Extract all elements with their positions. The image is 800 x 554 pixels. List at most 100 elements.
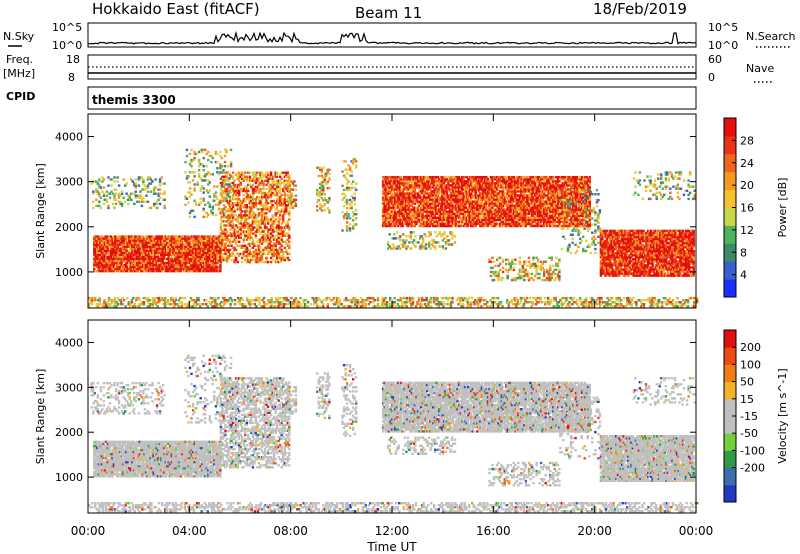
- data-cell: [149, 265, 152, 269]
- data-cell: [239, 244, 242, 247]
- data-cell: [146, 261, 149, 265]
- data-cell: [167, 259, 170, 263]
- data-cell: [245, 179, 248, 182]
- data-cell: [134, 259, 137, 263]
- data-cell: [97, 249, 100, 252]
- data-cell: [167, 253, 170, 256]
- data-cell: [274, 238, 277, 241]
- data-cell: [344, 160, 347, 163]
- data-cell: [259, 238, 262, 241]
- data-cell: [271, 226, 274, 229]
- data-cell: [250, 224, 253, 227]
- data-cell: [210, 261, 213, 265]
- data-cell: [161, 265, 164, 269]
- data-cell: [323, 203, 326, 206]
- data-cell: [254, 191, 258, 195]
- data-cell: [214, 235, 218, 238]
- data-cell: [225, 191, 229, 195]
- data-cell: [207, 261, 210, 265]
- data-cell: [134, 239, 137, 242]
- data-cell: [118, 265, 122, 269]
- data-cell: [230, 226, 233, 229]
- data-cell: [194, 261, 198, 265]
- data-cell: [257, 242, 261, 245]
- data-cell: [114, 235, 117, 238]
- data-cell: [280, 208, 283, 211]
- data-cell: [231, 250, 235, 254]
- data-cell: [234, 189, 238, 193]
- data-cell: [96, 182, 99, 185]
- data-cell: [241, 199, 244, 203]
- data-cell: [121, 269, 125, 273]
- data-cell: [196, 257, 199, 261]
- data-cell: [207, 251, 210, 254]
- data-cell: [285, 242, 288, 245]
- data-cell: [204, 257, 207, 261]
- data-cell: [118, 263, 122, 267]
- data-cell: [266, 244, 270, 247]
- data-cell: [156, 251, 160, 254]
- data-cell: [125, 237, 128, 240]
- data-cell: [125, 245, 128, 248]
- data-cell: [268, 175, 271, 178]
- data-cell: [227, 256, 230, 260]
- data-cell: [204, 267, 207, 271]
- data-cell: [283, 185, 286, 189]
- data-cell: [144, 239, 148, 242]
- data-cell: [229, 211, 233, 215]
- data-cell: [219, 247, 222, 250]
- data-cell: [102, 237, 105, 240]
- data-cell: [287, 194, 290, 197]
- data-cell: [152, 237, 155, 240]
- data-cell: [113, 206, 116, 210]
- data-cell: [234, 218, 238, 221]
- data-cell: [268, 250, 271, 254]
- data-cell: [181, 255, 184, 259]
- data-cell: [130, 198, 133, 201]
- data-cell: [276, 173, 279, 176]
- data-cell: [190, 251, 193, 254]
- data-cell: [241, 244, 244, 247]
- data-cell: [167, 251, 170, 254]
- data-cell: [102, 261, 105, 265]
- data-cell: [199, 241, 202, 244]
- freq-left-tick-top: 18: [66, 53, 80, 66]
- data-cell: [224, 220, 227, 223]
- data-cell: [184, 249, 187, 252]
- data-cell: [146, 247, 149, 250]
- data-cell: [353, 186, 356, 189]
- data-cell: [140, 267, 143, 271]
- data-cell: [111, 259, 114, 263]
- data-cell: [350, 170, 353, 173]
- data-cell: [263, 179, 267, 182]
- data-cell: [135, 239, 138, 242]
- data-cell: [265, 216, 268, 219]
- data-cell: [280, 228, 283, 231]
- data-cell: [341, 229, 344, 232]
- data-cell: [105, 255, 108, 259]
- data-cell: [285, 226, 288, 229]
- data-cell: [272, 248, 276, 252]
- data-cell: [239, 208, 242, 211]
- data-cell: [197, 245, 201, 248]
- data-cell: [274, 175, 277, 178]
- data-cell: [223, 179, 227, 182]
- data-cell: [187, 265, 190, 269]
- data-cell: [248, 236, 251, 239]
- data-cell: [153, 249, 157, 252]
- data-cell: [131, 265, 134, 269]
- data-cell: [102, 186, 106, 189]
- data-cell: [265, 179, 268, 182]
- data-cell: [271, 199, 274, 203]
- data-cell: [280, 216, 283, 219]
- data-cell: [250, 185, 253, 189]
- data-cell: [266, 242, 270, 245]
- data-cell: [266, 250, 270, 254]
- data-cell: [214, 241, 218, 244]
- data-cell: [247, 216, 250, 219]
- data-cell: [233, 238, 236, 241]
- data-cell: [196, 183, 199, 186]
- data-cell: [274, 258, 277, 262]
- data-cell: [182, 239, 186, 242]
- data-cell: [355, 209, 358, 212]
